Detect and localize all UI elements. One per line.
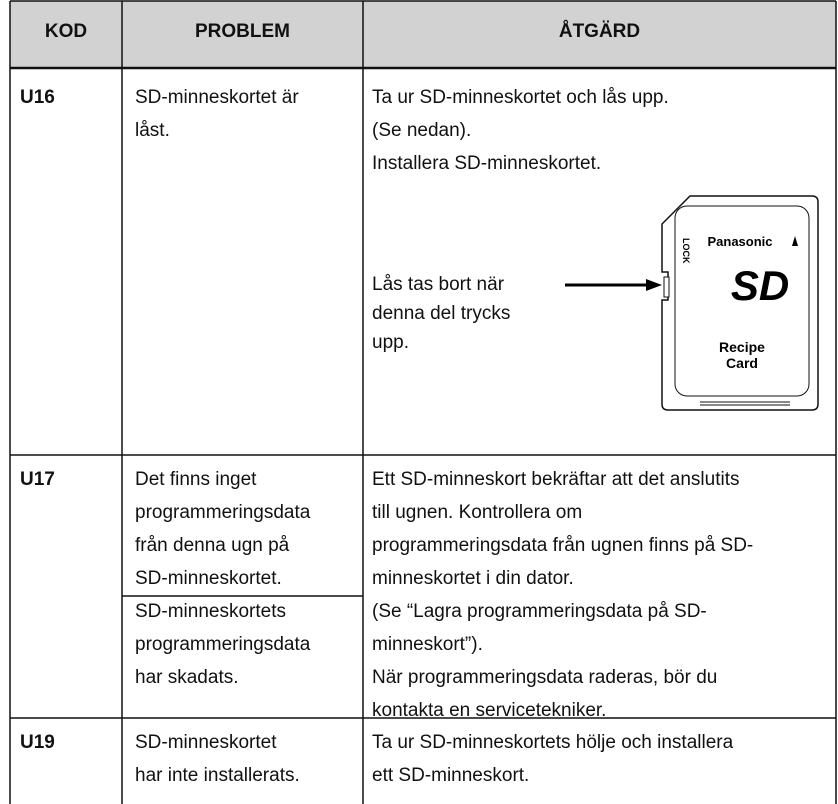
card-label: Recipe — [719, 339, 765, 355]
action-text: (Se nedan). — [372, 120, 472, 141]
action-text: till ugnen. Kontrollera om — [372, 502, 583, 523]
sd-card-inner — [674, 205, 810, 397]
action-text: Ta ur SD-minneskortet och lås upp. — [372, 87, 669, 108]
action-text: Ett SD-minneskort bekräftar att det ansl… — [372, 469, 740, 490]
action-text: minneskort”). — [372, 634, 483, 655]
error-code: U16 — [20, 87, 55, 108]
card-label: Card — [726, 355, 758, 371]
action-text: Installera SD-minneskortet. — [372, 153, 602, 174]
header-background — [10, 1, 836, 68]
column-header: PROBLEM — [195, 21, 290, 42]
card-brand: Panasonic — [707, 234, 772, 249]
lock-tab — [663, 276, 670, 298]
card-lock: LOCK — [681, 238, 691, 264]
action-text: Ta ur SD-minneskortets hölje och install… — [372, 732, 734, 753]
action-text: programmeringsdata från ugnen finns på S… — [372, 535, 754, 556]
problem-text: SD-minneskortet är — [135, 87, 299, 108]
callout-text: Lås tas bort när — [372, 274, 505, 295]
action-text: ett SD-minneskort. — [372, 765, 530, 786]
problem-text: SD-minneskortets — [135, 601, 286, 622]
problem-text: från denna ugn på — [135, 535, 290, 556]
problem-text: låst. — [135, 120, 170, 141]
card-logo: SD — [731, 262, 789, 309]
problem-text: SD-minneskortet — [135, 732, 277, 753]
column-header: ÅTGÄRD — [558, 21, 641, 42]
arrow-head — [646, 279, 662, 291]
error-code: U17 — [20, 469, 55, 490]
action-text: kontakta en servicetekniker. — [372, 700, 607, 721]
callout-text: upp. — [372, 332, 409, 353]
column-header: KOD — [44, 21, 88, 42]
error-code: U19 — [20, 732, 55, 753]
problem-text: programmeringsdata — [135, 634, 311, 655]
problem-text: har inte installerats. — [135, 765, 300, 786]
problem-text: SD-minneskortet. — [135, 568, 282, 589]
problem-text: Det finns inget — [135, 469, 257, 490]
action-text: (Se “Lagra programmeringsdata på SD- — [372, 601, 707, 622]
problem-text: programmeringsdata — [135, 502, 311, 523]
card-arrow — [792, 236, 798, 246]
action-text: minneskortet i din dator. — [372, 568, 574, 589]
sd-card — [661, 195, 819, 411]
action-text: När programmeringsdata raderas, bör du — [372, 667, 718, 688]
callout-text: denna del trycks — [372, 303, 511, 324]
problem-text: har skadats. — [135, 667, 239, 688]
